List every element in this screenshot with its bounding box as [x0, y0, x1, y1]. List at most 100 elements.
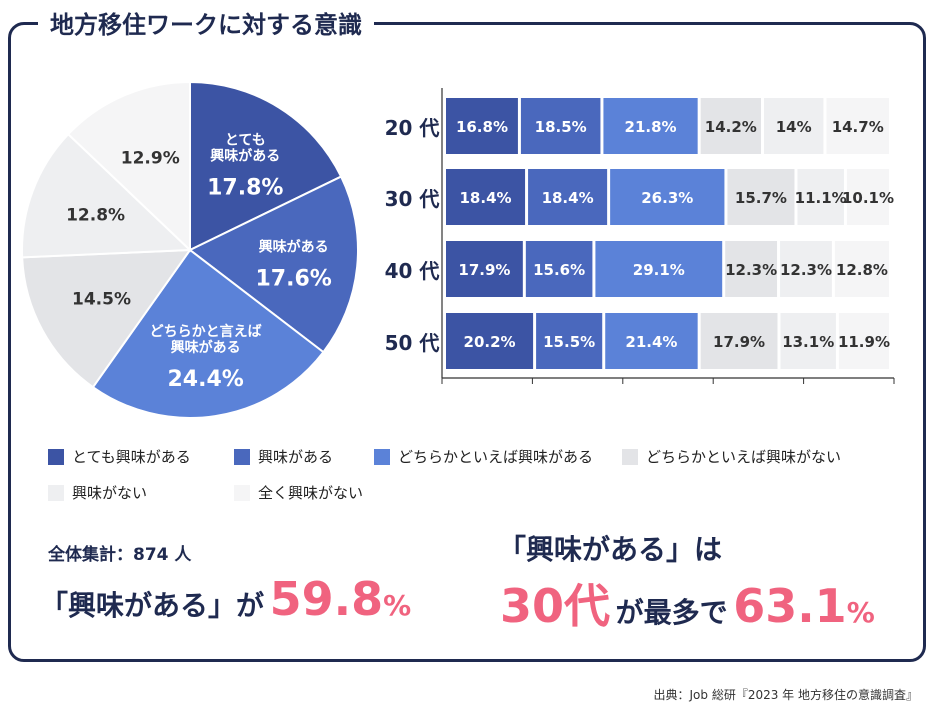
bar-segment-label: 16.8% [456, 118, 508, 136]
bar-segment [446, 313, 534, 369]
pie-slice-value-label: 12.9% [121, 148, 180, 168]
bar-segment-label: 20.2% [464, 333, 516, 351]
bar-segment [700, 313, 778, 369]
pie-slice-category-label: どちらかと言えば [150, 323, 262, 340]
bar-category-label: 40 代 [385, 259, 440, 283]
bar-segment [605, 313, 698, 369]
bar-segment-label: 17.9% [458, 261, 510, 279]
legend-swatch [374, 448, 390, 465]
pie-slice [91, 248, 325, 419]
legend-label: どちらかといえば興味がある [398, 448, 594, 466]
bar-segment-label: 15.7% [735, 189, 787, 207]
bar-segment-label: 18.5% [535, 118, 587, 136]
legend-item-somewhat-interested: どちらかといえば興味がある [374, 446, 593, 467]
bar-segment [446, 169, 526, 225]
pie-slice-value-label: 14.5% [72, 289, 131, 309]
headline-right-line1: 「興味がある」は [498, 533, 723, 566]
legend-swatch [48, 448, 64, 465]
headline-right-highlight: 30代 [500, 579, 611, 633]
legend-label: 興味がない [72, 484, 148, 502]
bar-segment [846, 169, 889, 225]
bar-segment-label: 18.4% [460, 189, 512, 207]
headline-left-prefix: 「興味がある」が [40, 589, 265, 622]
legend-item-somewhat-not: どちらかといえば興味がない [622, 446, 841, 467]
bar-segment-label: 15.5% [543, 333, 595, 351]
bar-segment-label: 21.8% [625, 118, 677, 136]
bar-segment-label: 12.3% [725, 261, 777, 279]
bar-segment [525, 241, 593, 297]
bar-category-label: 30 代 [385, 187, 440, 211]
pie-slice [189, 80, 343, 252]
pie-slice-value-label: 17.8% [207, 176, 283, 201]
pie-slice-category-label: 興味がある [210, 148, 280, 165]
bar-segment [700, 98, 761, 154]
bar-segment-label: 14.2% [705, 118, 757, 136]
bar-segment-label: 14% [776, 118, 812, 136]
headline-left: 「興味がある」が 59.8% [40, 572, 411, 626]
legend-swatch [234, 484, 250, 501]
bar-segment-label: 11.1% [795, 189, 847, 207]
headline-right-unit: % [846, 596, 875, 629]
legend-item-not-interested: 興味がない [48, 482, 147, 503]
bar-category-label: 50 代 [385, 331, 440, 355]
bar-segment [838, 313, 889, 369]
bar-segment [797, 169, 844, 225]
bar-segment-label: 12.8% [836, 261, 888, 279]
bar-segment-label: 29.1% [633, 261, 685, 279]
pie-slice-value-label: 24.4% [167, 367, 243, 392]
pie-slice [21, 248, 192, 389]
pie-slice-category-label: とても [225, 133, 266, 149]
bar-segment-label: 10.1% [842, 189, 894, 207]
pie-slice-value-label: 12.8% [66, 206, 125, 226]
bar-segment [446, 241, 523, 297]
bar-segment [603, 98, 698, 154]
bar-segment-label: 18.4% [542, 189, 594, 207]
bar-segment-label: 12.3% [780, 261, 832, 279]
bar-segment [725, 241, 778, 297]
bar-segment [834, 241, 889, 297]
outer-frame [8, 22, 926, 662]
legend-swatch [234, 448, 250, 465]
pie-slice-category-label: 興味がある [171, 339, 241, 356]
bar-category-label: 20 代 [385, 116, 440, 140]
legend-swatch [622, 448, 638, 465]
total-respondents: 全体集計：874 人 [48, 545, 192, 565]
bar-segment [780, 313, 836, 369]
bar-segment [536, 313, 603, 369]
headline-right-middle: が最多で [615, 596, 728, 629]
legend-swatch [48, 484, 64, 501]
pie-slice [66, 80, 191, 253]
bar-segment-label: 17.9% [713, 333, 765, 351]
pie-slice [21, 132, 193, 259]
legend-item-interested: 興味がある [234, 446, 333, 467]
bar-segment-label: 13.1% [782, 333, 834, 351]
pie-slice [188, 175, 359, 354]
legend-label: とても興味がある [72, 448, 191, 466]
legend-label: どちらかといえば興味がない [646, 448, 842, 466]
bar-segment [446, 98, 518, 154]
pie-slice-category-label: 興味がある [259, 238, 329, 255]
page-title: 地方移住ワークに対する意識 [38, 5, 374, 40]
bar-segment [610, 169, 725, 225]
bar-segment [780, 241, 832, 297]
bar-segment [763, 98, 824, 154]
bar-segment [826, 98, 889, 154]
bar-segment [595, 241, 723, 297]
legend-label: 興味がある [258, 448, 334, 466]
headline-left-value: 59.8 [269, 572, 384, 626]
bar-segment-label: 14.7% [832, 118, 884, 136]
headline-right-value: 63.1 [733, 579, 847, 633]
source-citation: 出典：Job 総研『2023 年 地方移住の意識調査』 [653, 688, 918, 702]
legend-item-not-at-all: 全く興味がない [234, 482, 363, 503]
bar-segment-label: 26.3% [641, 189, 693, 207]
headline-right-line2: 30代 が最多で 63.1% [500, 570, 875, 636]
bar-segment-label: 11.9% [838, 333, 890, 351]
bar-segment-label: 21.4% [625, 333, 677, 351]
bar-segment [520, 98, 601, 154]
legend-item-very-interested: とても興味がある [48, 446, 191, 467]
bar-segment [528, 169, 608, 225]
legend-label: 全く興味がない [258, 484, 364, 502]
bar-segment [727, 169, 795, 225]
bar-segment-label: 15.6% [533, 261, 585, 279]
